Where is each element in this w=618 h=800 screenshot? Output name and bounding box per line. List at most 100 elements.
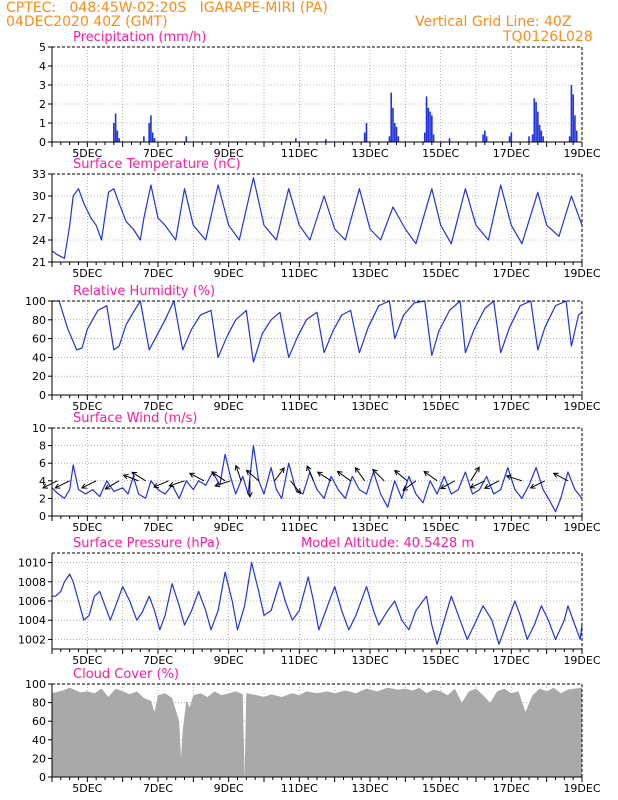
- wind-vector-head: [152, 482, 159, 489]
- y-tick-label: 10: [32, 422, 46, 435]
- x-tick-label: 19DEC: [563, 782, 600, 795]
- precip-bar: [528, 136, 530, 142]
- x-tick-label: 15DEC: [422, 521, 459, 534]
- y-tick-label: 1004: [18, 614, 46, 627]
- y-tick-label: 21: [32, 256, 46, 269]
- precip-bar: [425, 96, 428, 142]
- x-tick-label: 11DEC: [281, 400, 318, 413]
- wind-vector-head: [394, 469, 400, 476]
- wind-vector-shaft: [470, 480, 486, 489]
- header-date: 04DEC2020 40Z (GMT): [6, 14, 168, 30]
- x-tick-label: 11DEC: [281, 782, 318, 795]
- x-tick-label: 15DEC: [422, 147, 459, 160]
- y-tick-label: 60: [32, 715, 46, 728]
- wind-vector: [290, 480, 302, 495]
- precip-bar: [531, 134, 534, 142]
- x-tick-label: 11DEC: [281, 521, 318, 534]
- temperature-title: Surface Temperature (nC): [73, 157, 241, 172]
- precip-bar: [143, 136, 145, 142]
- precip-bar: [150, 115, 152, 142]
- wind-vector: [247, 480, 253, 498]
- precip-bar: [148, 123, 150, 142]
- wind-vector-shaft: [354, 467, 366, 482]
- wind-vector-head: [247, 492, 253, 498]
- precip-bar: [540, 130, 543, 142]
- precip-bar: [388, 136, 391, 142]
- wind-vector-shaft: [55, 480, 70, 489]
- humidity-series-line: [52, 300, 583, 363]
- wind-title: Surface Wind (m/s): [73, 411, 197, 426]
- wind-vector-head: [279, 467, 285, 474]
- wind-vector: [529, 480, 546, 489]
- wind-vector: [483, 480, 500, 489]
- x-tick-label: 7DEC: [143, 782, 173, 795]
- x-tick-label: 7DEC: [143, 267, 173, 280]
- wind-vector: [131, 471, 146, 482]
- x-tick-label: 9DEC: [214, 400, 244, 413]
- precip-bar: [482, 134, 484, 142]
- y-tick-label: 0: [39, 771, 46, 784]
- x-tick-label: 13DEC: [351, 521, 388, 534]
- x-tick-label: 5DEC: [72, 521, 102, 534]
- wind-vector: [54, 480, 70, 489]
- y-tick-label: 1010: [18, 557, 46, 570]
- x-tick-label: 13DEC: [351, 267, 388, 280]
- wind-vector-shaft: [169, 480, 185, 487]
- wind-vector-head: [210, 471, 217, 477]
- wind-vector-shaft: [470, 466, 480, 482]
- x-tick-label: 7DEC: [143, 654, 173, 667]
- x-tick-label: 11DEC: [281, 654, 318, 667]
- cloud-area: [52, 687, 582, 777]
- precip-bar: [325, 139, 327, 142]
- y-tick-label: 40: [32, 734, 46, 747]
- x-tick-label: 5DEC: [72, 782, 102, 795]
- x-tick-label: 7DEC: [143, 147, 173, 160]
- x-tick-label: 9DEC: [214, 267, 244, 280]
- wind-vector-head: [245, 469, 252, 476]
- wind-vector-head: [439, 484, 446, 490]
- wind-vector-shaft: [246, 470, 260, 482]
- pressure-series-line: [52, 562, 583, 645]
- y-tick-label: 0: [39, 510, 46, 523]
- wind-vector: [214, 480, 231, 488]
- wind-vector: [372, 468, 385, 482]
- precip-bar: [151, 132, 154, 142]
- x-tick-label: 17DEC: [493, 400, 530, 413]
- precip-bar: [116, 130, 119, 142]
- y-tick-label: 5: [39, 41, 46, 54]
- wind-vector-head: [354, 466, 361, 473]
- x-tick-label: 19DEC: [563, 654, 600, 667]
- x-tick-label: 17DEC: [493, 267, 530, 280]
- wind-vector: [306, 465, 314, 481]
- wind-vector-head: [42, 483, 49, 489]
- header-station: CPTEC: 048:45W-02:20S IGARAPE-MIRI (PA): [6, 0, 328, 16]
- wind-vector-shaft: [506, 475, 523, 482]
- humidity-title: Relative Humidity (%): [73, 284, 215, 299]
- wind-vector-head: [131, 471, 138, 477]
- x-tick-label: 15DEC: [422, 267, 459, 280]
- y-tick-label: 24: [32, 234, 46, 247]
- wind-vector-shaft: [423, 471, 438, 482]
- wind-vector-head: [168, 481, 175, 488]
- cloud-title: Cloud Cover (%): [73, 667, 179, 682]
- x-tick-label: 5DEC: [72, 267, 102, 280]
- precip-bar: [363, 132, 366, 142]
- precip-bar: [392, 107, 394, 142]
- x-tick-label: 13DEC: [351, 147, 388, 160]
- x-tick-label: 19DEC: [563, 267, 600, 280]
- wind-vector: [505, 474, 523, 482]
- wind-vector: [42, 480, 58, 489]
- wind-vector-shaft: [394, 470, 408, 482]
- precip-bar: [395, 126, 398, 142]
- wind-vector: [274, 467, 285, 482]
- wind-vector-head: [423, 470, 430, 477]
- precip-bar: [113, 123, 115, 142]
- precip-bar: [484, 130, 486, 142]
- wind-vector-shaft: [189, 472, 205, 482]
- precip-bar: [538, 124, 541, 142]
- wind-vector-shaft: [530, 480, 546, 489]
- temperature-panel: 21 24 27 30 33 5DEC 7DEC 9DEC 11DEC 13DEC 15DEC 17D…: [32, 157, 601, 280]
- precip-bar: [533, 98, 536, 142]
- wind-vector: [394, 469, 408, 482]
- y-tick-label: 4: [39, 475, 46, 488]
